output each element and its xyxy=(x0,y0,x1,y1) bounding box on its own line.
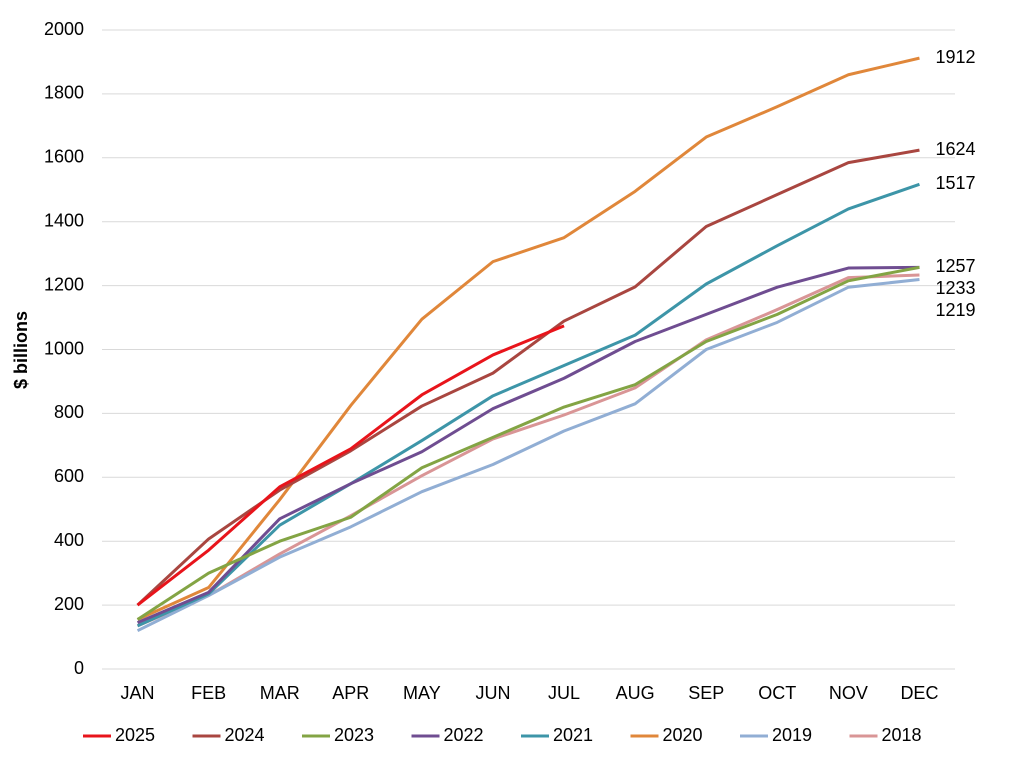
x-tick-label: APR xyxy=(332,683,369,703)
y-tick-label: 1400 xyxy=(44,210,84,230)
series-line xyxy=(136,278,920,633)
legend-label: 2020 xyxy=(663,725,703,745)
y-tick-label: 1800 xyxy=(44,83,84,103)
series-line xyxy=(136,182,920,628)
legend-label: 2019 xyxy=(772,725,812,745)
legend-label: 2025 xyxy=(115,725,155,745)
legend-label: 2018 xyxy=(882,725,922,745)
y-tick-label: 2000 xyxy=(44,19,84,39)
legend: 2025 2024 2023 2022 2021 2020 2019 2018 xyxy=(83,725,922,745)
y-tick-label: 1000 xyxy=(44,338,84,358)
series-line xyxy=(136,324,565,607)
series-line xyxy=(136,56,920,621)
x-tick-label: MAY xyxy=(403,683,441,703)
x-tick-label: MAR xyxy=(260,683,300,703)
series-line xyxy=(136,148,920,607)
x-tick-label: DEC xyxy=(900,683,938,703)
series-line xyxy=(136,265,920,625)
data-label: 1912 xyxy=(935,47,975,67)
data-label: 1624 xyxy=(935,139,975,159)
data-label: 1257 xyxy=(935,256,975,276)
y-axis-label: $ billions xyxy=(11,311,31,389)
y-tick-label: 0 xyxy=(74,658,84,678)
legend-label: 2023 xyxy=(334,725,374,745)
series-line xyxy=(136,273,920,628)
x-tick-label: JAN xyxy=(121,683,155,703)
y-tick-label: 1200 xyxy=(44,274,84,294)
y-tick-label: 1600 xyxy=(44,147,84,167)
x-tick-label: SEP xyxy=(688,683,724,703)
x-tick-label: JUN xyxy=(475,683,510,703)
data-label: 1517 xyxy=(935,173,975,193)
x-tick-label: OCT xyxy=(758,683,796,703)
data-label: 1219 xyxy=(935,300,975,320)
x-tick-label: FEB xyxy=(191,683,226,703)
y-tick-label: 800 xyxy=(54,402,84,422)
x-tick-label: NOV xyxy=(829,683,868,703)
legend-label: 2024 xyxy=(225,725,265,745)
y-tick-label: 200 xyxy=(54,594,84,614)
data-label: 1233 xyxy=(935,278,975,298)
y-tick-label: 400 xyxy=(54,530,84,550)
x-tick-label: JUL xyxy=(548,683,580,703)
legend-label: 2021 xyxy=(553,725,593,745)
series-line xyxy=(136,265,920,621)
x-tick-label: AUG xyxy=(616,683,655,703)
y-tick-label: 600 xyxy=(54,466,84,486)
legend-label: 2022 xyxy=(444,725,484,745)
